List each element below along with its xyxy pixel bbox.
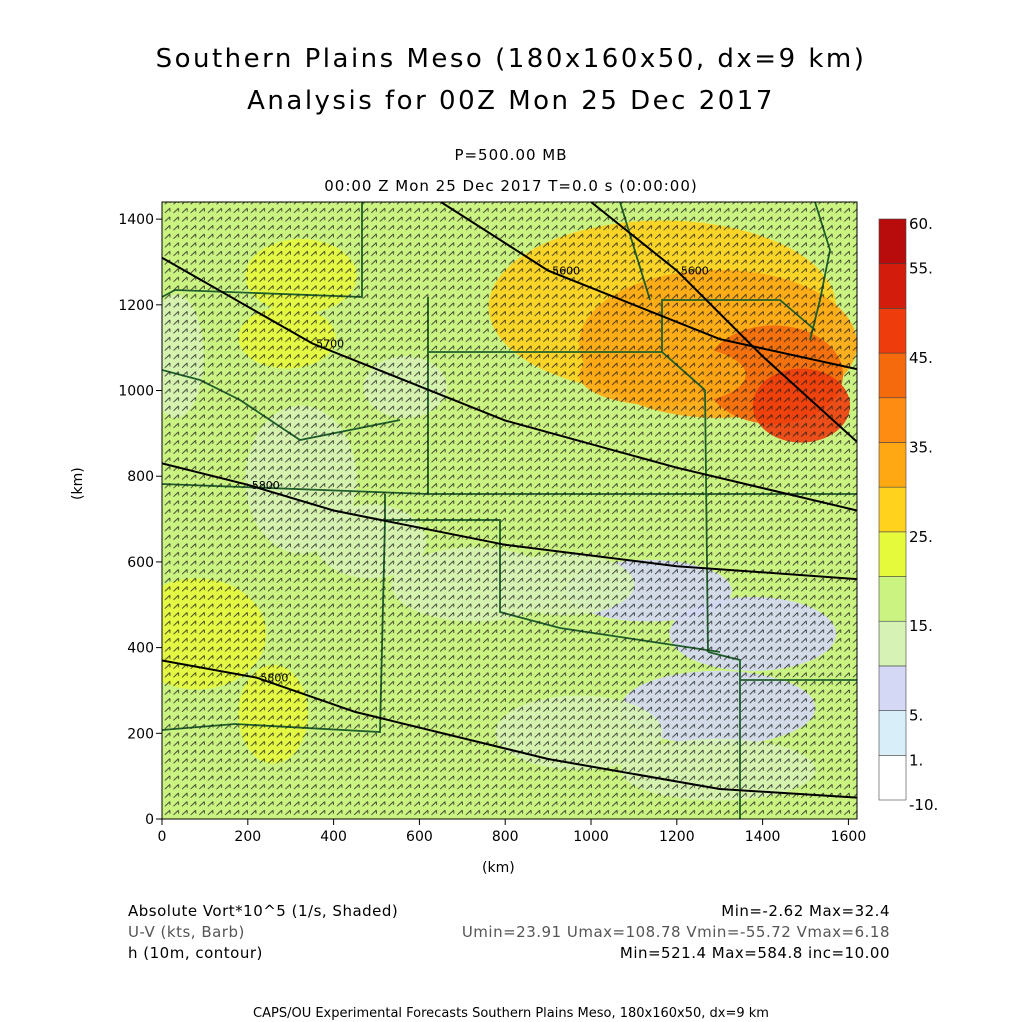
y-tick-label: 0 (145, 812, 154, 828)
wind-barb-field (162, 202, 857, 819)
colorbar-swatch (878, 665, 907, 711)
legend-field3-stats: Min=521.4 Max=584.8 inc=10.00 (619, 944, 890, 962)
plot-frame (161, 201, 858, 820)
plot-area: 5600 5700 5800 5600 5800 (162, 202, 857, 819)
colorbar-swatch (878, 218, 907, 264)
contour-label: 5800 (252, 479, 280, 492)
colorbar: 60. 55. 45. 35. 25. 15. 5. 1. -10. (878, 215, 938, 814)
height-contour (162, 659, 857, 799)
y-tick-label: 1400 (118, 212, 154, 228)
colorbar-label: 1. (909, 751, 923, 769)
colorbar-swatch (878, 620, 907, 667)
legend-field1-label: Absolute Vort*10^5 (1/s, Shaded) (128, 902, 399, 920)
colorbar-swatch (878, 352, 907, 399)
valid-time-label: 00:00 Z Mon 25 Dec 2017 T=0.0 s (0:00:00… (324, 177, 698, 195)
y-tick-label: 200 (127, 726, 154, 742)
footer-credit: CAPS/OU Experimental Forecasts Southern … (253, 1006, 769, 1021)
x-axis-label: (km) (482, 860, 515, 876)
colorbar-label: 45. (909, 349, 933, 367)
legend-field2-stats: Umin=23.91 Umax=108.78 Vmin=-55.72 Vmax=… (461, 923, 890, 941)
x-tick-label: 1200 (659, 829, 695, 845)
y-axis-label: (km) (70, 467, 86, 500)
colorbar-swatch (878, 755, 907, 801)
contour-label: 5600 (552, 265, 580, 278)
colorbar-swatch (878, 710, 907, 756)
y-tick-label: 600 (127, 555, 154, 571)
contour-label: 5600 (681, 265, 709, 278)
colorbar-label: 5. (909, 707, 923, 725)
pressure-level-label: P=500.00 MB (454, 146, 568, 164)
x-tick-label: 0 (158, 829, 167, 845)
chart-title-line1: Southern Plains Meso (180x160x50, dx=9 k… (155, 44, 867, 74)
x-tick-label: 1000 (573, 829, 609, 845)
legend-field3-label: h (10m, contour) (128, 944, 263, 962)
colorbar-swatch (878, 397, 907, 443)
x-tick-label: 200 (234, 829, 261, 845)
colorbar-swatch (878, 263, 907, 309)
colorbar-swatch (878, 442, 907, 488)
contour-label: 5800 (260, 672, 288, 685)
legend-field2-label: U-V (kts, Barb) (128, 923, 245, 941)
contour-label: 5700 (316, 337, 344, 350)
x-tick-label: 1600 (831, 829, 867, 845)
x-tick-label: 400 (320, 829, 347, 845)
x-tick-label: 800 (492, 829, 519, 845)
chart-title-line2: Analysis for 00Z Mon 25 Dec 2017 (247, 86, 775, 116)
colorbar-label: 25. (909, 528, 933, 546)
x-tick-label: 600 (406, 829, 433, 845)
colorbar-label: 35. (909, 438, 933, 456)
y-tick-label: 400 (127, 641, 154, 657)
height-contour (162, 256, 857, 512)
colorbar-label: 55. (909, 260, 933, 278)
legend-field1-stats: Min=-2.62 Max=32.4 (721, 902, 890, 920)
colorbar-swatch (878, 531, 907, 577)
height-contour (162, 462, 857, 581)
colorbar-swatch (878, 576, 907, 622)
y-tick-label: 1000 (118, 384, 154, 400)
height-contour (440, 202, 857, 371)
colorbar-swatch (878, 308, 907, 354)
colorbar-label: 60. (909, 215, 933, 233)
colorbar-label: -10. (909, 796, 938, 814)
colorbar-swatch (878, 486, 907, 533)
y-tick-label: 800 (127, 469, 154, 485)
y-tick-label: 1200 (118, 298, 154, 314)
x-tick-label: 1400 (745, 829, 781, 845)
colorbar-label: 15. (909, 617, 933, 635)
height-contour (590, 202, 857, 443)
